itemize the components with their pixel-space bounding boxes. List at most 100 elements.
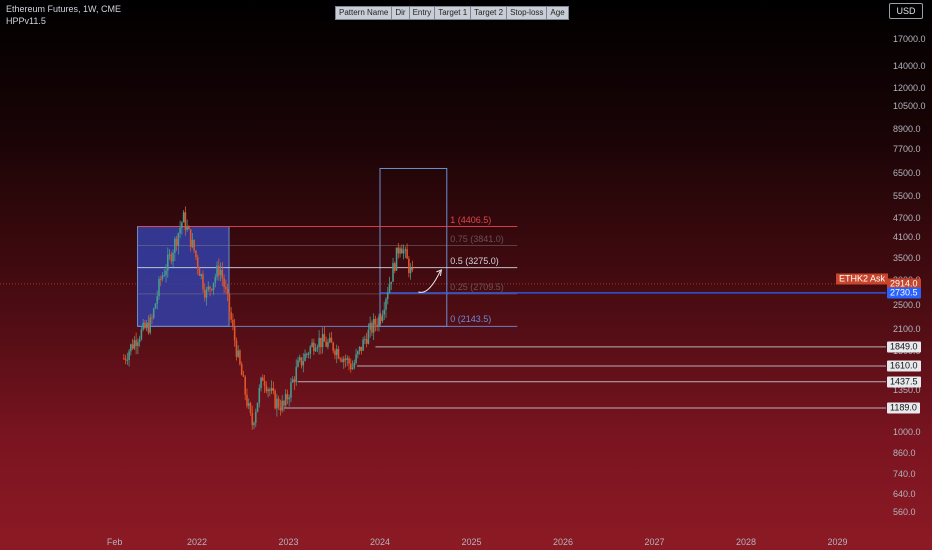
- candle-body: [351, 367, 354, 370]
- candle-body: [279, 407, 282, 411]
- candle-body: [126, 359, 129, 361]
- candle-body: [348, 358, 350, 364]
- x-tick-label: 2026: [552, 537, 574, 547]
- candle-body: [325, 341, 327, 347]
- candle-body: [411, 267, 414, 271]
- candle-body: [284, 394, 287, 406]
- candle-body: [401, 248, 403, 254]
- candle-body: [270, 388, 273, 391]
- candle-body: [177, 233, 180, 246]
- candle-body: [223, 278, 225, 288]
- candle-body: [339, 358, 342, 360]
- candle-body: [203, 289, 206, 298]
- candle-body: [207, 286, 210, 290]
- y-tick-label: 560.0: [893, 507, 916, 518]
- fib-label: 0 (2143.5): [450, 314, 492, 325]
- candle-body: [142, 322, 144, 330]
- price-tag: 1610.0: [887, 360, 921, 372]
- candle-body: [313, 342, 315, 352]
- y-tick-label: 10500.0: [893, 101, 926, 112]
- candle-body: [161, 275, 164, 280]
- candle-body: [230, 312, 232, 320]
- candle-body: [232, 319, 234, 327]
- pattern-table: Pattern Name Dir Entry Target 1 Target 2…: [335, 6, 569, 20]
- candle-body: [408, 258, 410, 274]
- y-tick-label: 4700.0: [893, 212, 921, 223]
- candle-body: [247, 403, 250, 406]
- candle-body: [170, 254, 173, 262]
- candle-body: [404, 249, 407, 251]
- candle-body: [272, 388, 275, 391]
- candle-body: [181, 222, 183, 228]
- x-tick-label: 2025: [461, 537, 482, 547]
- candle-body: [335, 348, 338, 356]
- candle-body: [346, 358, 349, 360]
- y-tick-label: 5500.0: [893, 190, 921, 201]
- candle-body: [295, 366, 298, 383]
- indicator-label[interactable]: HPPv11.5: [6, 16, 46, 26]
- y-tick-label: 2500.0: [893, 300, 921, 311]
- price-tag: 1437.5: [887, 376, 921, 388]
- candle-body: [265, 385, 268, 392]
- candle-body: [166, 254, 169, 271]
- candle-body: [240, 364, 243, 376]
- price-tag: 2730.5: [887, 287, 921, 299]
- candle-body: [193, 239, 195, 251]
- candle-body: [163, 275, 166, 277]
- candle-body: [409, 267, 412, 274]
- candle-body: [369, 322, 371, 330]
- candle-body: [344, 358, 347, 360]
- candle-body: [372, 318, 375, 333]
- chart-title: Ethereum Futures, 1W, CME: [6, 4, 122, 14]
- candle-body: [362, 339, 364, 351]
- candle-body: [367, 329, 370, 344]
- candle-body: [276, 398, 278, 409]
- candle-body: [318, 337, 320, 348]
- fib-label: 0.25 (2709.5): [450, 281, 504, 292]
- candle-body: [406, 249, 408, 259]
- candle-body: [383, 309, 386, 315]
- y-tick-label: 14000.0: [893, 61, 926, 72]
- candle-body: [256, 402, 259, 413]
- candle-body: [357, 351, 359, 355]
- currency-button[interactable]: USD: [889, 3, 923, 19]
- candle-body: [131, 344, 134, 349]
- candle-body: [226, 288, 229, 294]
- candle-body: [300, 357, 303, 366]
- candle-body: [342, 358, 345, 362]
- entry-header: Entry: [408, 6, 436, 20]
- candle-body: [246, 394, 248, 406]
- projection-box: [379, 167, 448, 327]
- y-tick-label: 640.0: [893, 488, 916, 499]
- candle-body: [159, 279, 162, 281]
- candle-body: [293, 379, 296, 383]
- candle-body: [364, 339, 366, 341]
- fib-label: 0.75 (3841.0): [450, 233, 504, 244]
- candle-body: [381, 314, 384, 322]
- candle-body: [390, 281, 393, 284]
- candle-body: [175, 238, 178, 246]
- candle-body: [309, 346, 312, 354]
- candle-body: [327, 342, 329, 347]
- y-tick-label: 2100.0: [893, 324, 921, 335]
- candle-body: [307, 353, 310, 355]
- candle-body: [332, 342, 334, 351]
- candle-body: [314, 348, 317, 352]
- candle-body: [202, 274, 204, 290]
- y-tick-label: 8900.0: [893, 124, 921, 135]
- candle-body: [290, 382, 292, 398]
- y-tick-label: 1000.0: [893, 427, 921, 437]
- candle-body: [228, 293, 231, 313]
- candle-body: [374, 318, 377, 325]
- candle-body: [152, 308, 155, 318]
- y-tick-label: 4100.0: [893, 231, 921, 242]
- candle-body: [330, 337, 333, 343]
- candle-body: [291, 379, 294, 383]
- candle-body: [205, 289, 208, 298]
- fib-label: 0.5 (3275.0): [450, 255, 499, 266]
- candle-body: [189, 229, 192, 248]
- candle-body: [191, 239, 194, 248]
- candle-body: [123, 358, 125, 360]
- candle-body: [288, 397, 291, 400]
